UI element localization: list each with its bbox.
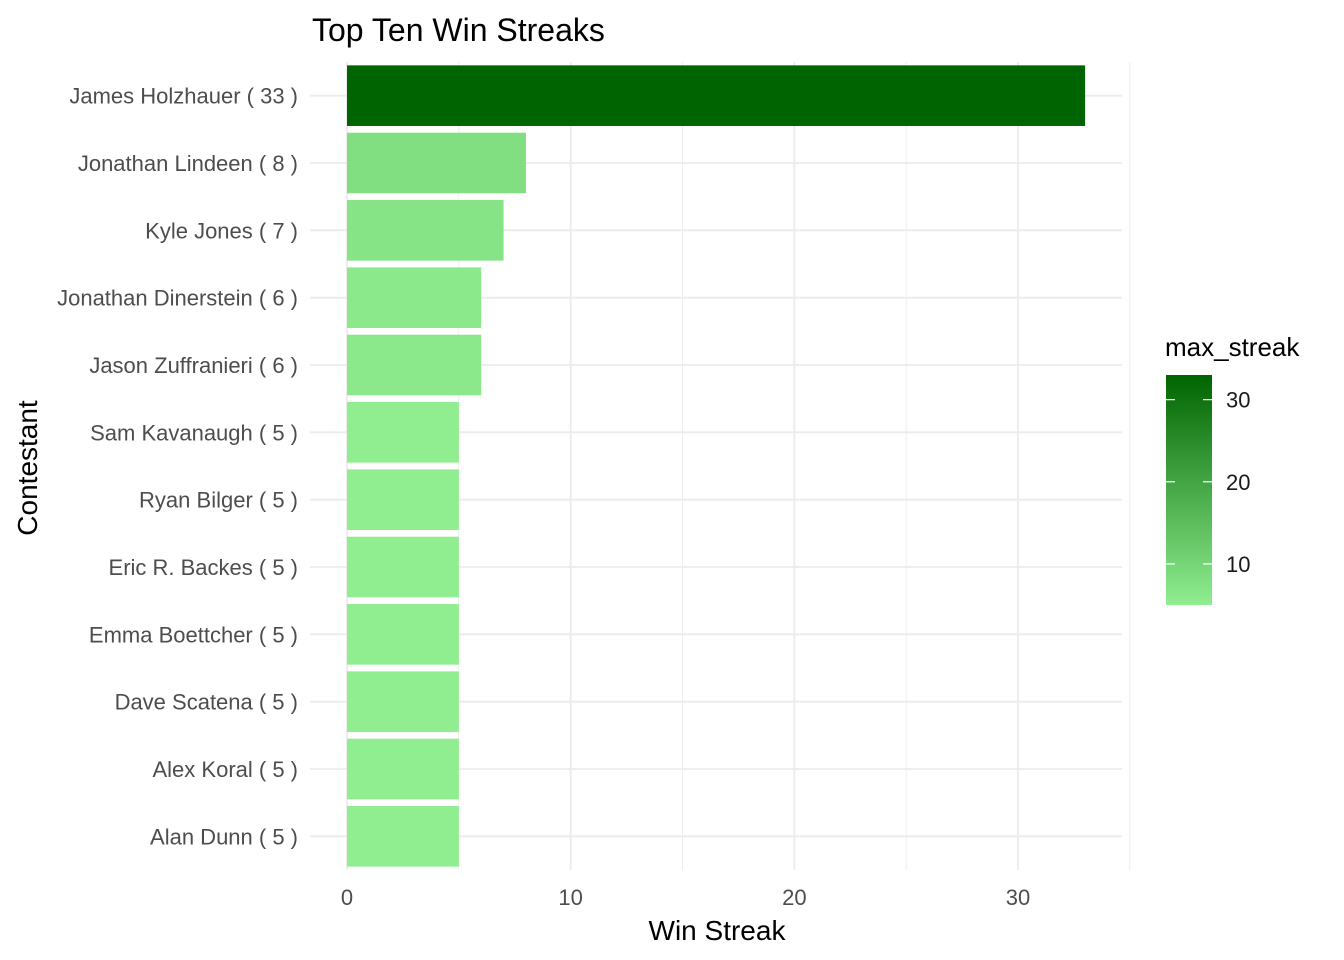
bar <box>347 738 459 800</box>
bar <box>347 536 459 598</box>
y-tick-label: James Holzhauer ( 33 ) <box>69 84 298 109</box>
y-tick-label: Kyle Jones ( 7 ) <box>145 218 298 243</box>
bar <box>347 604 459 665</box>
bar <box>347 334 482 396</box>
legend-ticks: 10 20 30 <box>1166 388 1250 577</box>
legend-title: max_streak <box>1165 332 1300 362</box>
bar <box>347 671 459 732</box>
y-tick-label: Jonathan Dinerstein ( 6 ) <box>57 286 298 311</box>
legend-tick-label: 30 <box>1226 388 1250 413</box>
legend-colorbar <box>1166 375 1212 605</box>
bar <box>347 267 482 328</box>
legend-tick-label: 20 <box>1226 470 1250 495</box>
y-tick-label: Jonathan Lindeen ( 8 ) <box>78 151 298 176</box>
x-tick-label: 0 <box>341 885 353 910</box>
y-tick-labels: James Holzhauer ( 33 ) Jonathan Lindeen (… <box>57 84 298 850</box>
y-tick-label: Alan Dunn ( 5 ) <box>150 824 298 849</box>
y-tick-label: Ryan Bilger ( 5 ) <box>139 488 298 513</box>
y-tick-label: Dave Scatena ( 5 ) <box>115 690 298 715</box>
bar <box>347 132 526 194</box>
x-tick-labels: 0 10 20 30 <box>341 885 1030 910</box>
x-axis-title: Win Streak <box>649 915 787 946</box>
y-tick-label: Eric R. Backes ( 5 ) <box>109 555 298 580</box>
y-tick-label: Jason Zuffranieri ( 6 ) <box>89 353 298 378</box>
y-axis-title: Contestant <box>12 400 43 536</box>
x-tick-label: 20 <box>782 885 806 910</box>
bar <box>347 65 1086 126</box>
x-tick-label: 30 <box>1006 885 1030 910</box>
legend-tick-label: 10 <box>1226 552 1250 577</box>
x-tick-label: 10 <box>558 885 582 910</box>
bar <box>347 402 459 463</box>
y-tick-label: Sam Kavanaugh ( 5 ) <box>90 420 298 445</box>
bar <box>347 806 459 867</box>
y-tick-label: Emma Boettcher ( 5 ) <box>89 622 298 647</box>
bar <box>347 200 504 261</box>
y-tick-label: Alex Koral ( 5 ) <box>153 757 299 782</box>
bar <box>347 469 459 530</box>
chart-title: Top Ten Win Streaks <box>312 12 605 48</box>
legend: max_streak 10 20 30 <box>1165 332 1300 605</box>
bars <box>347 65 1086 867</box>
